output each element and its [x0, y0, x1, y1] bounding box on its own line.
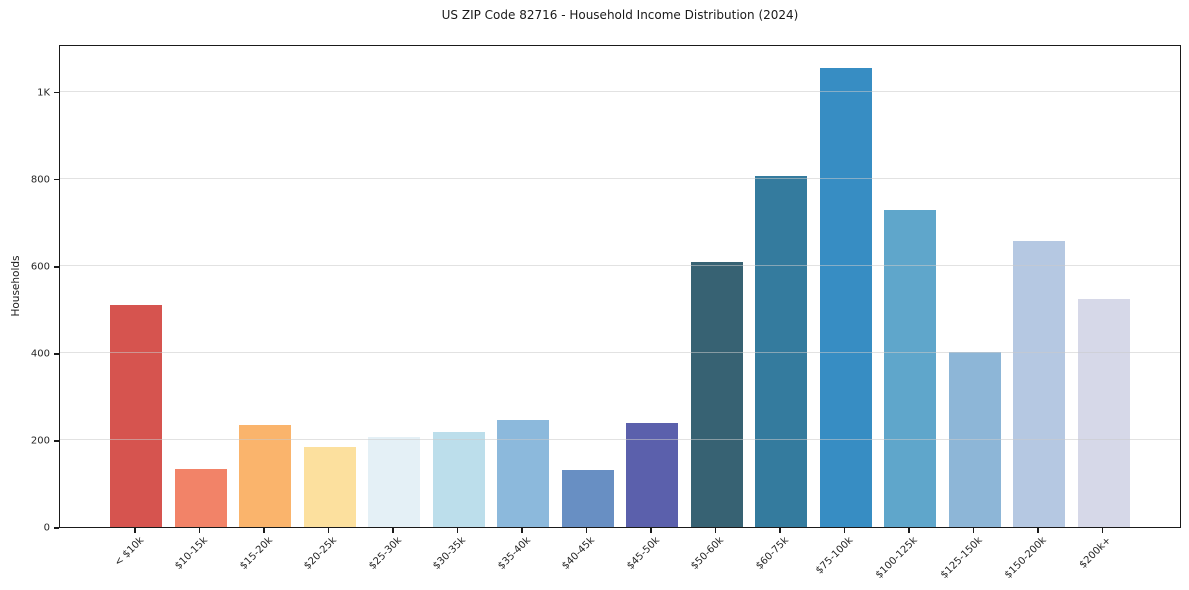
bar-$60-75k: [755, 175, 807, 527]
ytick-mark: [54, 527, 59, 529]
ytick-mark: [54, 353, 59, 355]
ytick-label: 0: [43, 522, 50, 534]
xtick-label: $100-125k: [873, 535, 920, 581]
ytick-label: 800: [30, 174, 50, 186]
bar-$100-125k: [884, 209, 936, 527]
xtick-mark: [585, 528, 588, 533]
ytick-label: 400: [30, 348, 50, 360]
xtick-mark: [198, 528, 201, 533]
ytick-mark: [54, 266, 59, 268]
bar-$50-60k: [690, 261, 743, 527]
xtick-label: $30-35k: [431, 535, 469, 572]
chart-title: US ZIP Code 82716 - Household Income Dis…: [441, 8, 799, 22]
bar-$200k+: [1077, 299, 1130, 527]
ytick-mark: [54, 92, 59, 94]
gridline-200: [60, 438, 1180, 440]
xtick-label: $125-150k: [938, 535, 985, 581]
gridline-400: [60, 351, 1180, 353]
xtick-label: $45-50k: [624, 535, 662, 572]
xtick-label: $35-40k: [495, 535, 533, 572]
xtick-mark: [327, 528, 330, 533]
ytick-mark: [54, 440, 59, 442]
gridline-600: [60, 264, 1180, 266]
xtick-mark: [650, 528, 652, 533]
ytick-label: 600: [30, 261, 50, 273]
ytick-label: 1K: [37, 87, 50, 99]
gridline-1000: [60, 90, 1180, 92]
xtick-mark: [779, 528, 781, 533]
ytick-label: 200: [30, 435, 50, 447]
xtick-mark: [714, 528, 717, 533]
bar-$40-45k: [561, 470, 614, 527]
y-axis-label: Households: [10, 255, 22, 317]
xtick-mark: [908, 528, 910, 533]
bar-$20-25k: [303, 447, 356, 527]
xtick-mark: [456, 528, 459, 533]
xtick-mark: [134, 528, 136, 533]
bar-< $10k: [110, 305, 162, 527]
xtick-label: $60-75k: [753, 535, 791, 572]
xtick-label: $25-30k: [366, 535, 404, 572]
bar-$10-15k: [174, 468, 227, 527]
xtick-mark: [843, 528, 846, 533]
xtick-mark: [263, 528, 265, 533]
bar-$15-20k: [239, 424, 291, 527]
xtick-mark: [972, 528, 975, 533]
xtick-label: < $10k: [112, 535, 146, 569]
bar-$25-30k: [368, 436, 420, 527]
bar-$45-50k: [626, 423, 678, 527]
xtick-label: $150-200k: [1002, 535, 1049, 581]
bar-$150-200k: [1013, 240, 1065, 527]
xtick-label: $40-45k: [560, 535, 598, 572]
xtick-mark: [392, 528, 394, 533]
xtick-mark: [1101, 528, 1104, 533]
xtick-label: $15-20k: [237, 535, 275, 572]
ytick-mark: [54, 179, 59, 181]
plot-area: [59, 45, 1181, 528]
xtick-label: $20-25k: [302, 535, 340, 572]
xtick-label: $10-15k: [173, 535, 211, 572]
xtick-label: $75-100k: [813, 535, 856, 577]
xtick-mark: [521, 528, 523, 533]
xtick-label: $50-60k: [689, 535, 727, 572]
gridline-800: [60, 177, 1180, 179]
xtick-label: $200k+: [1077, 535, 1114, 571]
bar-$30-35k: [432, 431, 485, 527]
bar-$35-40k: [497, 420, 549, 527]
xtick-mark: [1037, 528, 1039, 533]
bar-$75-100k: [819, 67, 872, 527]
bar-$125-150k: [948, 351, 1001, 527]
